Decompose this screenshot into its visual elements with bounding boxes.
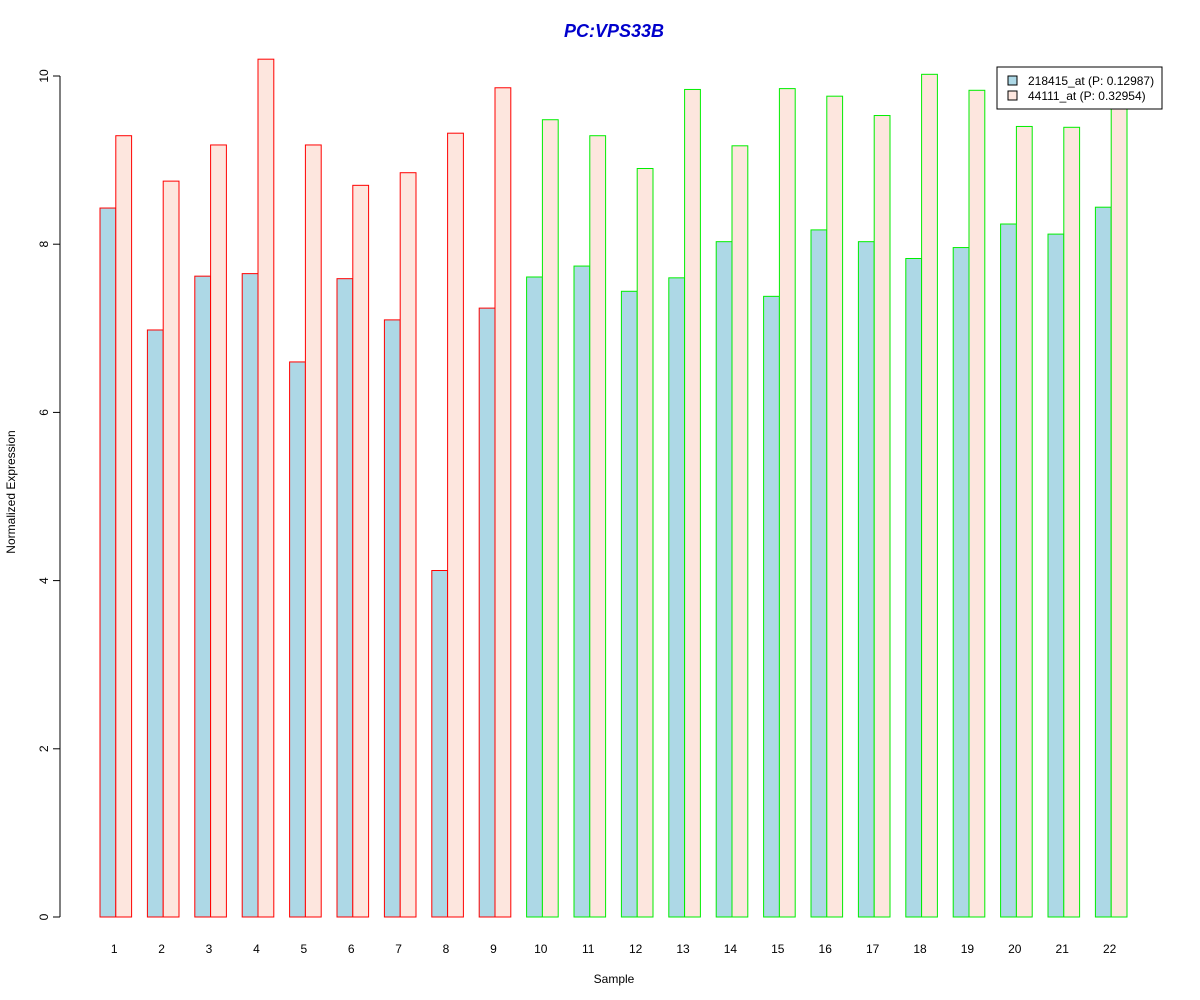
bar-series2 (115, 135, 133, 918)
legend: 218415_at (P: 0.12987)44111_at (P: 0.329… (996, 66, 1163, 110)
bar-series1 (383, 319, 401, 918)
bar-series1 (146, 329, 164, 918)
bar-series2 (541, 119, 559, 918)
x-tick-label: 22 (1103, 942, 1117, 956)
x-tick-label: 9 (490, 942, 497, 956)
x-tick-label: 14 (724, 942, 738, 956)
bar-series2 (352, 184, 370, 918)
bar-series2 (636, 168, 654, 918)
bar-series1 (715, 241, 733, 918)
bar-series2 (1015, 125, 1033, 918)
bars (99, 58, 1128, 918)
bar-series2 (873, 115, 891, 918)
x-tick-label: 3 (206, 942, 213, 956)
x-axis-title: Sample (594, 972, 635, 986)
x-tick-label: 17 (866, 942, 880, 956)
x-tick-label: 20 (1008, 942, 1022, 956)
y-tick-label: 10 (37, 69, 51, 83)
bar-series1 (1000, 223, 1017, 918)
bar-series1 (241, 273, 259, 918)
bar-series1 (336, 278, 354, 918)
bar-series1 (99, 207, 117, 918)
x-tick-label: 12 (629, 942, 643, 956)
x-axis-labels: 1 2 3 4 5 6 7 8 9 10 11 12 13 14 15 16 17 18 19 20 21 22 (111, 942, 1117, 956)
bar-series1 (431, 570, 449, 918)
x-tick-label: 16 (819, 942, 833, 956)
x-tick-label: 5 (300, 942, 307, 956)
x-tick-label: 4 (253, 942, 260, 956)
bar-series2 (257, 58, 275, 918)
bar-series2 (731, 145, 749, 918)
bar-series1 (289, 361, 306, 918)
y-axis-title: Normalized Expression (4, 430, 18, 553)
bar-series2 (684, 88, 701, 918)
x-tick-label: 13 (676, 942, 690, 956)
bar-series1 (668, 277, 686, 918)
legend-label: 218415_at (P: 0.12987) (1028, 74, 1154, 88)
chart-title: PC:VPS33B (564, 21, 664, 41)
bar-series2 (778, 88, 796, 918)
bar-series2 (494, 87, 512, 918)
legend-swatch (1007, 75, 1018, 86)
bar-series2 (447, 132, 464, 918)
bar-series2 (210, 144, 227, 918)
x-tick-label: 19 (961, 942, 975, 956)
bar-series2 (304, 144, 322, 918)
y-tick-label: 0 (37, 913, 51, 920)
y-tick-label: 4 (37, 577, 51, 584)
x-tick-label: 6 (348, 942, 355, 956)
bar-series1 (478, 307, 496, 918)
x-tick-label: 8 (443, 942, 450, 956)
y-tick-label: 2 (37, 745, 51, 752)
bar-series2 (1063, 126, 1081, 918)
bar-series2 (1110, 104, 1128, 918)
legend-swatch (1007, 90, 1018, 101)
bar-series1 (194, 275, 212, 918)
bar-series1 (952, 247, 970, 918)
bar-series2 (162, 180, 180, 918)
x-tick-label: 11 (582, 942, 595, 956)
x-tick-label: 18 (913, 942, 927, 956)
bar-series2 (399, 172, 417, 918)
bar-series2 (968, 89, 986, 918)
y-axis: 0 2 4 6 8 10 (37, 69, 61, 920)
y-tick-label: 6 (37, 409, 51, 416)
x-tick-label: 21 (1056, 942, 1070, 956)
bar-series1 (810, 229, 828, 918)
x-tick-label: 7 (395, 942, 402, 956)
legend-box (996, 66, 1163, 110)
bar-series1 (857, 241, 875, 918)
x-tick-label: 2 (158, 942, 165, 956)
bar-series1 (573, 265, 591, 918)
legend-label: 44111_at (P: 0.32954) (1028, 89, 1146, 103)
bar-series2 (589, 135, 607, 918)
y-tick-label: 8 (37, 241, 51, 248)
bar-series1 (620, 290, 638, 918)
bar-series2 (921, 73, 938, 918)
x-tick-label: 1 (111, 942, 118, 956)
bar-series1 (526, 276, 543, 918)
x-tick-label: 15 (771, 942, 785, 956)
bar-series1 (763, 295, 780, 918)
bar-series1 (1094, 206, 1112, 918)
x-tick-label: 10 (534, 942, 548, 956)
bar-series2 (826, 95, 844, 918)
bar-series1 (905, 257, 923, 918)
bar-series1 (1047, 233, 1065, 918)
